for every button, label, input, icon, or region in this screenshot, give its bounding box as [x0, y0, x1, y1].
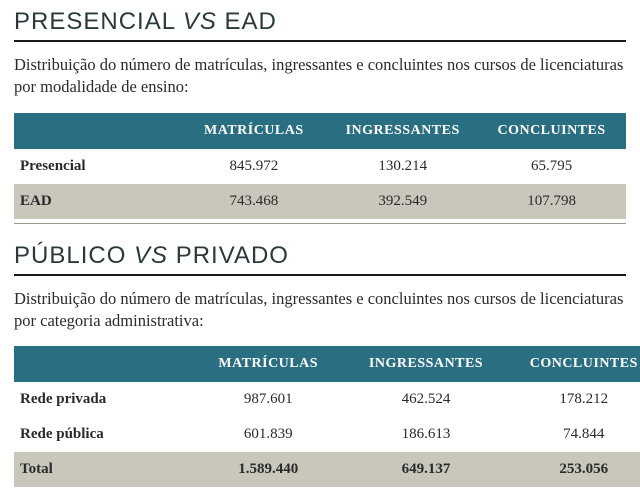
section1-title-b: EAD	[217, 8, 277, 35]
table-categoria: MATRÍCULAS INGRESSANTES CONCLUINTES Rede…	[14, 346, 640, 487]
cell: 130.214	[328, 149, 477, 184]
table-row: EAD 743.468 392.549 107.798	[14, 184, 626, 219]
section1-title-vs: VS	[183, 8, 217, 35]
row-label: EAD	[14, 184, 179, 219]
cell: 743.468	[179, 184, 328, 219]
section1-rule	[14, 40, 626, 42]
cell: 392.549	[328, 184, 477, 219]
cell: 74.844	[505, 417, 640, 452]
table2-col-concluintes: CONCLUINTES	[505, 346, 640, 382]
row-label: Total	[14, 452, 189, 487]
section2-title-b: PRIVADO	[168, 242, 289, 269]
cell: 601.839	[189, 417, 347, 452]
section2-title-a: PÚBLICO	[14, 242, 134, 269]
cell: 107.798	[477, 184, 626, 219]
table1-col-matriculas: MATRÍCULAS	[179, 113, 328, 149]
table2-col-ingressantes: INGRESSANTES	[347, 346, 505, 382]
section1-desc: Distribuição do número de matrículas, in…	[14, 54, 626, 99]
table-row: Rede privada 987.601 462.524 178.212	[14, 382, 640, 417]
cell: 178.212	[505, 382, 640, 417]
cell: 65.795	[477, 149, 626, 184]
table2-corner	[14, 346, 189, 382]
section2-title-vs: VS	[134, 242, 168, 269]
row-label: Rede privada	[14, 382, 189, 417]
table1-corner	[14, 113, 179, 149]
cell: 845.972	[179, 149, 328, 184]
cell: 987.601	[189, 382, 347, 417]
table-row-total: Total 1.589.440 649.137 253.056	[14, 452, 640, 487]
section2-title: PÚBLICO VS PRIVADO	[14, 242, 626, 270]
table-row: Presencial 845.972 130.214 65.795	[14, 149, 626, 184]
table1-col-concluintes: CONCLUINTES	[477, 113, 626, 149]
section2-desc: Distribuição do número de matrículas, in…	[14, 288, 626, 333]
cell: 253.056	[505, 452, 640, 487]
cell: 649.137	[347, 452, 505, 487]
cell: 186.613	[347, 417, 505, 452]
row-label: Rede pública	[14, 417, 189, 452]
row-label: Presencial	[14, 149, 179, 184]
section1-title: PRESENCIAL VS EAD	[14, 8, 626, 36]
table1-col-ingressantes: INGRESSANTES	[328, 113, 477, 149]
cell: 1.589.440	[189, 452, 347, 487]
section1-bottom-rule	[14, 223, 626, 224]
cell: 462.524	[347, 382, 505, 417]
section2-rule	[14, 274, 626, 276]
table-row: Rede pública 601.839 186.613 74.844	[14, 417, 640, 452]
section1-title-a: PRESENCIAL	[14, 8, 183, 35]
table-modalidade: MATRÍCULAS INGRESSANTES CONCLUINTES Pres…	[14, 113, 626, 219]
table2-col-matriculas: MATRÍCULAS	[189, 346, 347, 382]
